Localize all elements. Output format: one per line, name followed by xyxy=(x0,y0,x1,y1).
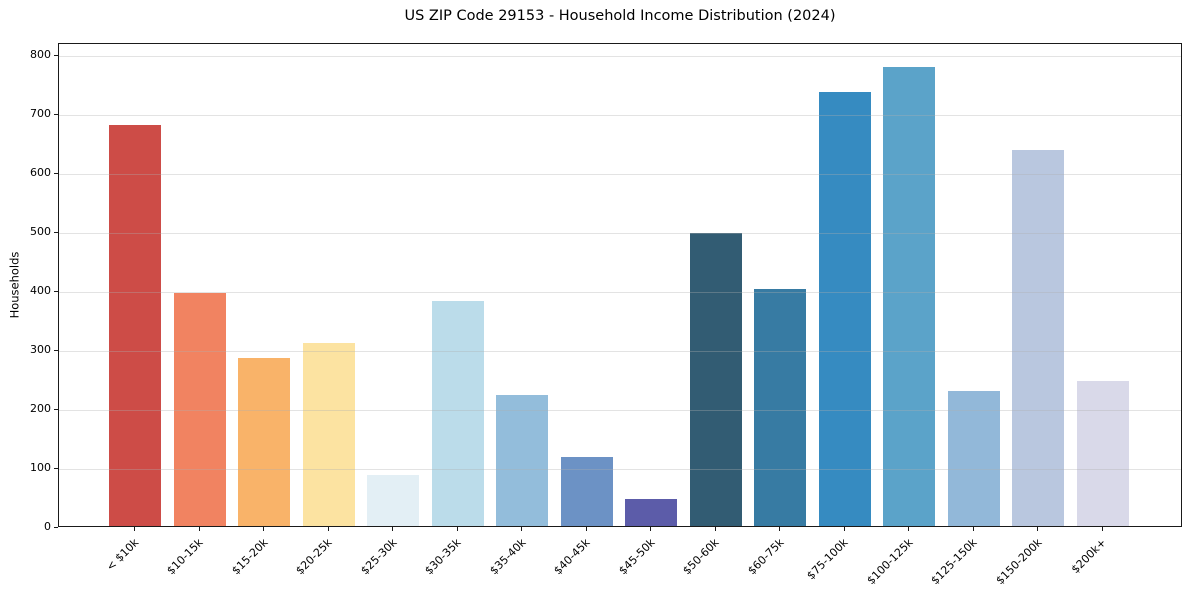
y-tick-mark-600 xyxy=(54,172,58,174)
x-tick-mark-$75-100k xyxy=(843,527,845,531)
x-tick-mark-$100-125k xyxy=(908,527,909,531)
y-tick-mark-0 xyxy=(54,527,58,528)
x-tick-label-$20-25k: $20-25k xyxy=(293,536,335,578)
x-tick-mark-< $10k xyxy=(134,527,135,531)
gridline-800 xyxy=(59,55,1181,57)
bar-$75-100k xyxy=(818,92,871,526)
bar-$15-20k xyxy=(238,357,290,526)
x-tick-label-$125-150k: $125-150k xyxy=(928,536,980,588)
y-axis-tick-labels: 0 100 200 300 400 500 600 700 800 xyxy=(0,43,51,533)
x-tick-label-$10-15k: $10-15k xyxy=(164,536,206,578)
bar-$20-25k xyxy=(302,343,355,526)
bar-$40-45k xyxy=(560,456,613,526)
x-tick-label-$40-45k: $40-45k xyxy=(551,536,593,578)
y-tick-label-400: 400 xyxy=(30,283,51,297)
bar-$50-60k xyxy=(689,232,742,526)
y-tick-mark-400 xyxy=(54,290,58,292)
x-tick-label-$45-50k: $45-50k xyxy=(615,536,658,578)
x-tick-mark-$200k+ xyxy=(1101,527,1103,531)
y-tick-label-200: 200 xyxy=(30,401,51,415)
y-tick-label-700: 700 xyxy=(30,106,51,120)
x-tick-label-$30-35k: $30-35k xyxy=(422,536,464,578)
gridline-600 xyxy=(59,173,1181,175)
bar-$150-200k xyxy=(1012,150,1064,526)
y-tick-mark-100 xyxy=(54,467,58,469)
x-tick-mark-$15-20k xyxy=(263,527,264,531)
x-tick-label-$60-75k: $60-75k xyxy=(744,536,787,578)
y-tick-mark-800 xyxy=(54,54,58,56)
bar-$60-75k xyxy=(754,289,806,526)
x-tick-label-$200k+: $200k+ xyxy=(1068,536,1109,577)
gridline-400 xyxy=(59,291,1181,293)
x-tick-label-$100-125k: $100-125k xyxy=(864,536,916,588)
y-tick-label-300: 300 xyxy=(30,342,51,356)
x-tick-label-< $10k: < $10k xyxy=(103,536,142,574)
gridline-500 xyxy=(59,232,1181,234)
plot-area xyxy=(58,43,1182,527)
bar-$45-50k xyxy=(625,498,677,526)
x-tick-mark-$60-75k xyxy=(779,527,780,531)
x-tick-label-$35-40k: $35-40k xyxy=(486,536,529,578)
bar-$125-150k xyxy=(947,390,1000,526)
gridline-100 xyxy=(59,468,1181,470)
x-tick-mark-$50-60k xyxy=(714,527,716,531)
x-tick-mark-$45-50k xyxy=(650,527,651,531)
y-tick-label-0: 0 xyxy=(44,520,51,533)
gridline-300 xyxy=(59,350,1181,352)
y-tick-label-800: 800 xyxy=(30,47,51,61)
y-tick-label-100: 100 xyxy=(30,460,51,474)
x-tick-label-$75-100k: $75-100k xyxy=(804,536,851,583)
bar-$100-125k xyxy=(883,66,935,526)
x-tick-mark-$125-150k xyxy=(972,527,974,531)
bar-$10-15k xyxy=(173,292,226,526)
x-tick-mark-$20-25k xyxy=(327,527,329,531)
x-tick-mark-$40-45k xyxy=(585,527,587,531)
bar-< $10k xyxy=(109,124,161,526)
bar-$200k+ xyxy=(1076,380,1129,526)
y-tick-mark-700 xyxy=(54,113,58,115)
bar-$35-40k xyxy=(496,394,548,526)
gridline-200 xyxy=(59,409,1181,411)
bar-$25-30k xyxy=(367,475,419,526)
chart-title: US ZIP Code 29153 - Household Income Dis… xyxy=(404,8,836,24)
x-tick-label-$150-200k: $150-200k xyxy=(993,536,1045,588)
x-tick-mark-$35-40k xyxy=(521,527,522,531)
x-tick-label-$25-30k: $25-30k xyxy=(357,536,400,578)
x-tick-label-$15-20k: $15-20k xyxy=(228,536,271,578)
y-tick-mark-300 xyxy=(54,349,58,351)
bar-$30-35k xyxy=(431,301,484,526)
y-tick-label-500: 500 xyxy=(30,224,51,238)
x-tick-label-$50-60k: $50-60k xyxy=(680,536,722,578)
y-tick-mark-200 xyxy=(54,408,58,410)
gridline-700 xyxy=(59,114,1181,116)
x-tick-mark-$10-15k xyxy=(198,527,200,531)
y-tick-label-600: 600 xyxy=(30,165,51,179)
x-axis-tick-labels: < $10k $10-15k $15-20k $20-25k $25-30k $30-35… xyxy=(58,535,1182,590)
x-tick-mark-$25-30k xyxy=(392,527,393,531)
x-tick-mark-$30-35k xyxy=(456,527,458,531)
x-tick-mark-$150-200k xyxy=(1037,527,1038,531)
y-tick-mark-500 xyxy=(54,231,58,233)
